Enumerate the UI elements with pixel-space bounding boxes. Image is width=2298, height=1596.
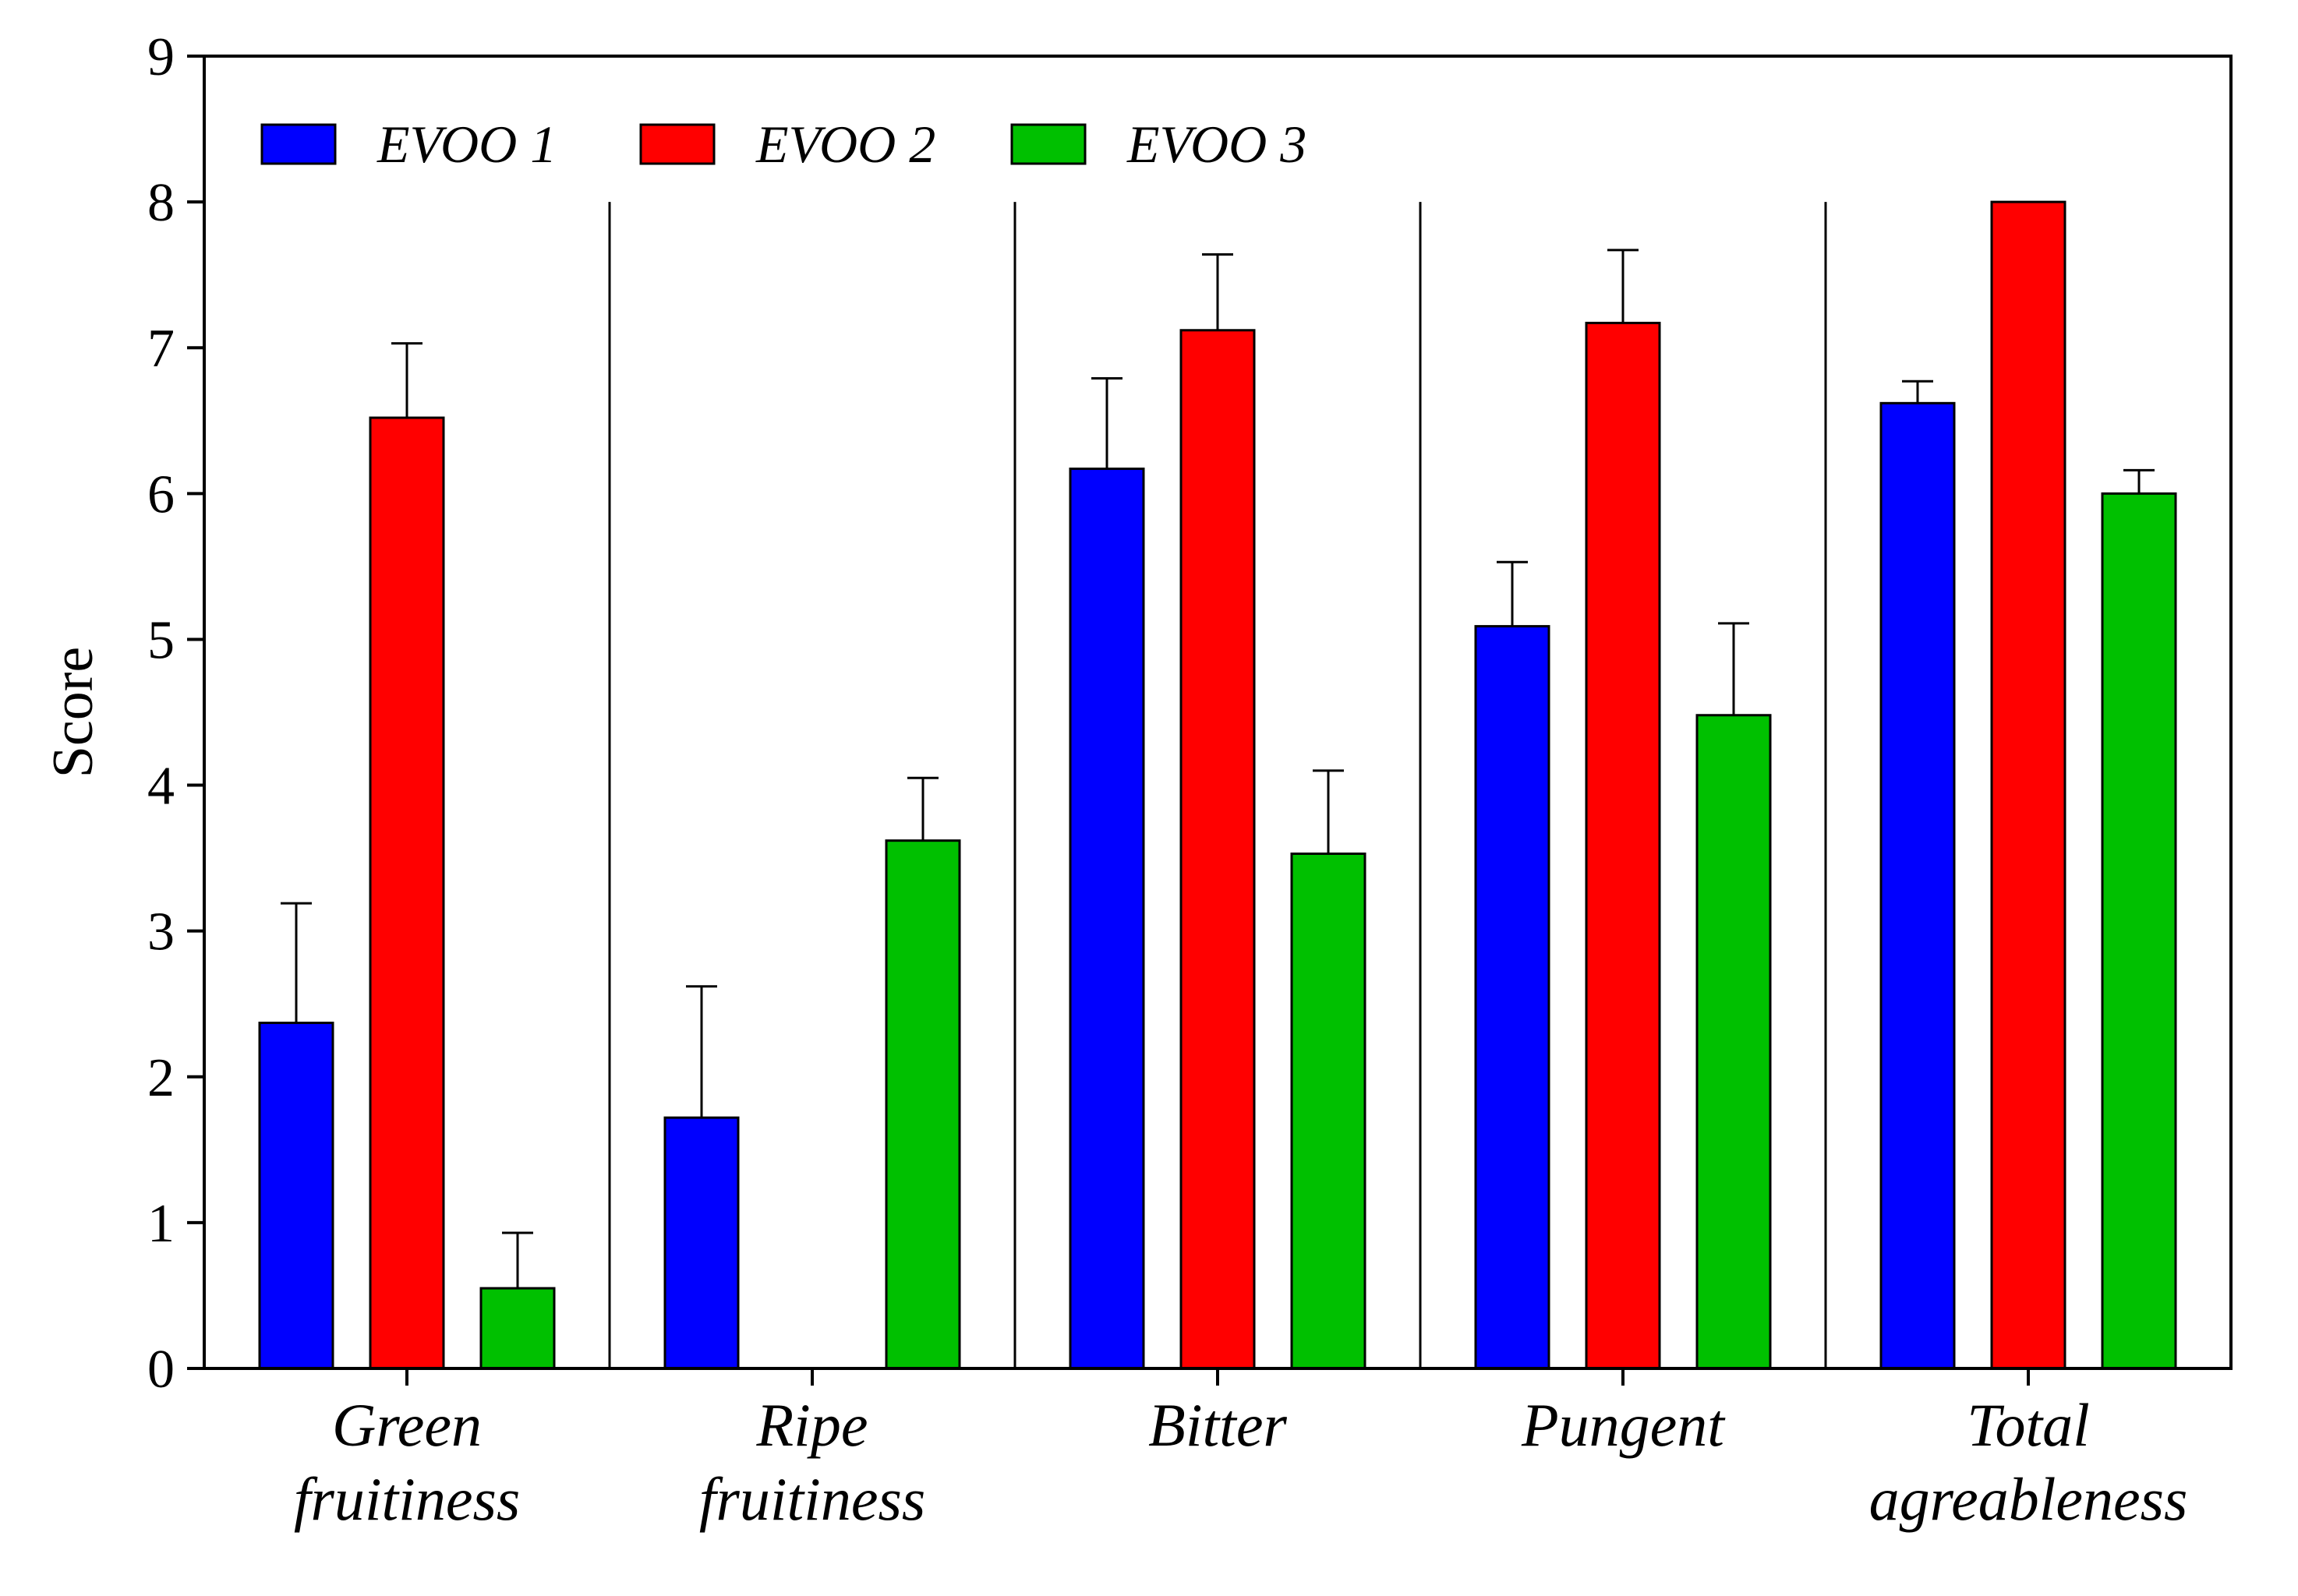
bar xyxy=(2101,492,2177,1370)
y-axis: 0 1 2 3 4 5 6 7 8 9 xyxy=(147,27,204,1400)
bar xyxy=(663,1116,740,1370)
y-tick-label: 8 xyxy=(147,173,175,233)
bar xyxy=(369,416,445,1370)
y-axis-title: Score xyxy=(41,647,105,779)
bar xyxy=(885,839,961,1370)
bars xyxy=(258,200,2177,1370)
y-tick-label: 3 xyxy=(147,902,175,962)
x-tick-label: Green fruitiness xyxy=(294,1391,520,1533)
legend-swatch xyxy=(639,123,716,165)
bar xyxy=(1585,321,1661,1370)
bar xyxy=(1179,329,1256,1370)
y-tick-label: 1 xyxy=(147,1194,175,1254)
x-tick-label: Pungent xyxy=(1521,1391,1726,1459)
bar xyxy=(1069,468,1145,1370)
x-tick-label: Ripe fruitiness xyxy=(699,1391,925,1533)
bar xyxy=(258,1022,334,1370)
bar xyxy=(1474,625,1550,1370)
bar xyxy=(479,1287,556,1370)
legend-label: EVOO 3 xyxy=(1126,115,1306,174)
y-tick-label: 5 xyxy=(147,610,175,670)
x-tick-label: Total agreableness xyxy=(1869,1391,2188,1533)
y-tick-label: 2 xyxy=(147,1048,175,1108)
category-dividers xyxy=(608,202,1827,1368)
bar xyxy=(1695,714,1772,1370)
legend-swatch xyxy=(1010,123,1087,165)
y-tick-label: 6 xyxy=(147,464,175,524)
bar xyxy=(1879,401,1956,1370)
bar xyxy=(1990,200,2066,1370)
legend-label: EVOO 1 xyxy=(377,115,557,174)
x-axis: Green fruitiness Ripe fruitiness Bitter Punge… xyxy=(294,1368,2188,1533)
y-tick-label: 7 xyxy=(147,319,175,379)
x-tick-label: Bitter xyxy=(1148,1391,1287,1459)
legend-swatch xyxy=(260,123,337,165)
legend-label: EVOO 2 xyxy=(755,115,935,174)
y-tick-label: 4 xyxy=(147,757,175,817)
legend: EVOO 1 EVOO 2 EVOO 3 xyxy=(260,115,1306,174)
y-tick-label: 9 xyxy=(147,27,175,87)
error-bars xyxy=(281,249,2155,1289)
y-tick-label: 0 xyxy=(147,1340,175,1400)
bar xyxy=(1290,852,1366,1370)
